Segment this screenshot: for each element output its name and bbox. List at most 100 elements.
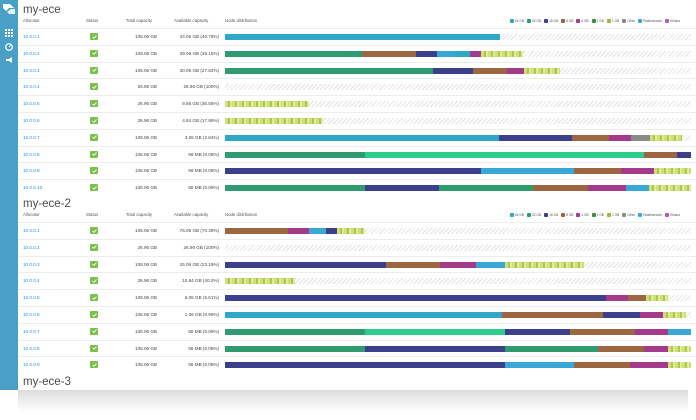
- col-total-header[interactable]: Total capacity: [126, 212, 153, 217]
- node-distribution-bar[interactable]: [225, 328, 691, 335]
- distribution-segment[interactable]: [653, 168, 691, 175]
- distribution-segment[interactable]: [454, 50, 470, 57]
- distribution-segment[interactable]: [506, 67, 524, 74]
- allocator-link[interactable]: 10.0.0.8: [23, 345, 40, 351]
- distribution-segment[interactable]: [504, 328, 570, 335]
- distribution-segment[interactable]: [225, 228, 288, 234]
- cluster-title[interactable]: my-ece-2: [23, 198, 71, 210]
- megaphone-icon[interactable]: [3, 55, 15, 65]
- node-distribution-bar[interactable]: [225, 228, 691, 234]
- cluster-title[interactable]: my-ece: [23, 4, 61, 16]
- distribution-segment[interactable]: [225, 34, 500, 40]
- distribution-segment[interactable]: [532, 185, 589, 192]
- distribution-segment[interactable]: [225, 151, 365, 158]
- distribution-segment[interactable]: [574, 362, 631, 369]
- col-total-header[interactable]: Total capacity: [126, 18, 153, 23]
- distribution-segment[interactable]: [630, 362, 668, 369]
- node-distribution-bar[interactable]: [225, 84, 691, 91]
- distribution-segment[interactable]: [440, 261, 477, 268]
- distribution-segment[interactable]: [225, 101, 309, 108]
- distribution-segment[interactable]: [667, 345, 691, 352]
- distribution-segment[interactable]: [436, 50, 455, 57]
- distribution-segment[interactable]: [625, 185, 649, 192]
- distribution-segment[interactable]: [504, 362, 575, 369]
- node-distribution-bar[interactable]: [225, 261, 691, 268]
- distribution-segment[interactable]: [469, 50, 482, 57]
- node-distribution-bar[interactable]: [225, 67, 691, 74]
- col-allocator-header[interactable]: Allocator: [23, 212, 40, 217]
- distribution-segment[interactable]: [473, 67, 507, 74]
- distribution-segment[interactable]: [225, 168, 482, 175]
- allocator-link[interactable]: 10.0.0.1: [23, 228, 40, 233]
- allocator-link[interactable]: 10.0.0.3: [23, 261, 40, 267]
- distribution-segment[interactable]: [225, 312, 502, 318]
- distribution-segment[interactable]: [677, 151, 691, 158]
- distribution-segment[interactable]: [364, 151, 645, 158]
- node-distribution-bar[interactable]: [225, 168, 691, 175]
- distribution-segment[interactable]: [225, 118, 323, 124]
- allocator-link[interactable]: 10.0.0.7: [23, 134, 40, 140]
- node-distribution-bar[interactable]: [225, 101, 691, 108]
- node-distribution-bar[interactable]: [225, 151, 691, 158]
- node-distribution-bar[interactable]: [225, 362, 691, 369]
- allocator-link[interactable]: 10.0.0.8: [23, 151, 40, 157]
- node-distribution-bar[interactable]: [225, 244, 691, 251]
- distribution-segment[interactable]: [644, 345, 668, 352]
- distribution-segment[interactable]: [644, 151, 677, 158]
- node-distribution-bar[interactable]: [225, 118, 691, 124]
- distribution-segment[interactable]: [225, 261, 387, 268]
- distribution-segment[interactable]: [336, 228, 365, 234]
- apps-grid-icon[interactable]: [3, 28, 15, 38]
- distribution-segment[interactable]: [597, 345, 645, 352]
- col-distribution-header[interactable]: Node distribution: [225, 212, 258, 217]
- distribution-segment[interactable]: [308, 228, 326, 234]
- allocator-link[interactable]: 10.0.0.4: [23, 84, 40, 90]
- col-status-header[interactable]: Status: [86, 18, 99, 23]
- distribution-segment[interactable]: [574, 168, 622, 175]
- distribution-segment[interactable]: [225, 185, 365, 192]
- allocator-link[interactable]: 10.0.0.5: [23, 295, 40, 301]
- node-distribution-bar[interactable]: [225, 278, 691, 285]
- node-distribution-bar[interactable]: [225, 312, 691, 318]
- col-available-header[interactable]: Available capacity: [174, 18, 209, 23]
- allocator-link[interactable]: 10.0.0.7: [23, 328, 40, 334]
- node-distribution-bar[interactable]: [225, 50, 691, 57]
- distribution-segment[interactable]: [225, 50, 363, 57]
- distribution-segment[interactable]: [386, 261, 441, 268]
- allocator-link[interactable]: 10.0.0.6: [23, 312, 40, 317]
- distribution-segment[interactable]: [225, 295, 606, 302]
- distribution-segment[interactable]: [569, 328, 636, 335]
- node-distribution-bar[interactable]: [225, 345, 691, 352]
- distribution-segment[interactable]: [501, 312, 604, 318]
- distribution-segment[interactable]: [225, 67, 434, 74]
- allocator-link[interactable]: 10.0.0.9: [23, 362, 40, 368]
- allocator-link[interactable]: 10.0.0.10: [23, 185, 43, 191]
- allocator-link[interactable]: 10.0.0.3: [23, 67, 40, 73]
- distribution-segment[interactable]: [621, 168, 654, 175]
- distribution-segment[interactable]: [433, 67, 474, 74]
- col-status-header[interactable]: Status: [86, 212, 99, 217]
- distribution-segment[interactable]: [364, 345, 505, 352]
- allocator-link[interactable]: 10.0.0.5: [23, 101, 40, 107]
- distribution-segment[interactable]: [439, 185, 533, 192]
- distribution-segment[interactable]: [225, 278, 295, 285]
- distribution-segment[interactable]: [603, 312, 641, 318]
- distribution-segment[interactable]: [504, 345, 598, 352]
- distribution-segment[interactable]: [499, 134, 573, 141]
- distribution-segment[interactable]: [608, 134, 632, 141]
- app-logo-icon[interactable]: [1, 1, 17, 17]
- node-distribution-bar[interactable]: [225, 295, 691, 302]
- dashboard-icon[interactable]: [3, 42, 15, 52]
- allocator-link[interactable]: 10.0.0.9: [23, 168, 40, 174]
- distribution-segment[interactable]: [504, 261, 584, 268]
- allocator-link[interactable]: 10.0.0.2: [23, 244, 40, 250]
- distribution-segment[interactable]: [572, 134, 609, 141]
- allocator-link[interactable]: 10.0.0.2: [23, 50, 40, 56]
- distribution-segment[interactable]: [287, 228, 309, 234]
- distribution-segment[interactable]: [645, 295, 668, 302]
- distribution-segment[interactable]: [481, 168, 575, 175]
- allocator-link[interactable]: 10.0.0.4: [23, 278, 40, 284]
- distribution-segment[interactable]: [649, 185, 691, 192]
- distribution-segment[interactable]: [631, 134, 650, 141]
- distribution-segment[interactable]: [523, 67, 561, 74]
